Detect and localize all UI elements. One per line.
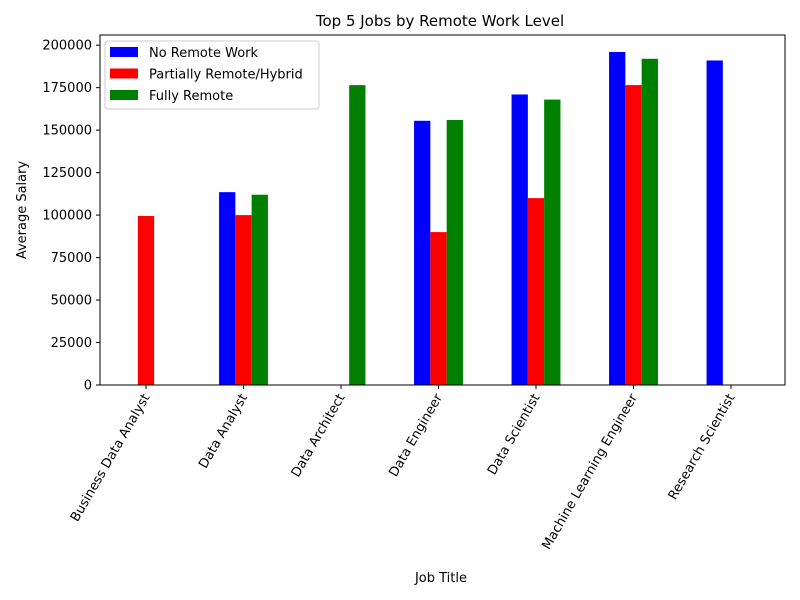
bar-1-5 [511,94,528,385]
bar-3-4 [446,119,463,385]
y-tick-label: 100000 [42,209,92,224]
chart-title: Top 5 Jobs by Remote Work Level [315,12,564,30]
y-tick-label: 150000 [42,124,92,139]
legend-label: Partially Remote/Hybrid [149,68,303,83]
bar-1-2 [219,192,236,385]
legend-label: No Remote Work [149,46,258,61]
plot-area-frame [99,34,786,386]
legend-box [104,40,320,110]
y-tick-label: 75000 [51,251,92,266]
y-tick-label: 175000 [42,81,92,96]
bars-layer [137,51,723,386]
bar-2-4 [430,232,447,385]
legend: No Remote Work Partially Remote/Hybrid Ful… [104,40,320,110]
y-axis: 0 25000 50000 75000 100000 125000 150000 175000… [42,39,100,394]
y-tick-label: 50000 [51,294,92,309]
legend-swatch [110,90,138,100]
bar-2-6 [625,85,642,386]
legend-label: Fully Remote [149,89,233,104]
bar-3-2 [251,194,268,385]
x-axis-label: Job Title [414,571,467,586]
y-tick-label: 125000 [42,166,92,181]
y-axis-label: Average Salary [15,161,30,260]
bar-2-1 [137,215,155,385]
y-tick-label: 25000 [51,336,92,351]
bar-3-6 [641,58,658,385]
legend-swatch [110,68,138,79]
bar-1-6 [609,51,626,386]
bar-2-5 [527,198,545,385]
bar-3-5 [544,99,561,385]
legend-swatch [110,47,138,57]
bar-1-7 [706,60,723,386]
y-tick-label: 0 [84,379,92,394]
bar-2-2 [235,215,252,385]
bar-3-3 [349,85,366,386]
bar-1-4 [414,120,431,386]
y-tick-label: 200000 [42,39,92,54]
